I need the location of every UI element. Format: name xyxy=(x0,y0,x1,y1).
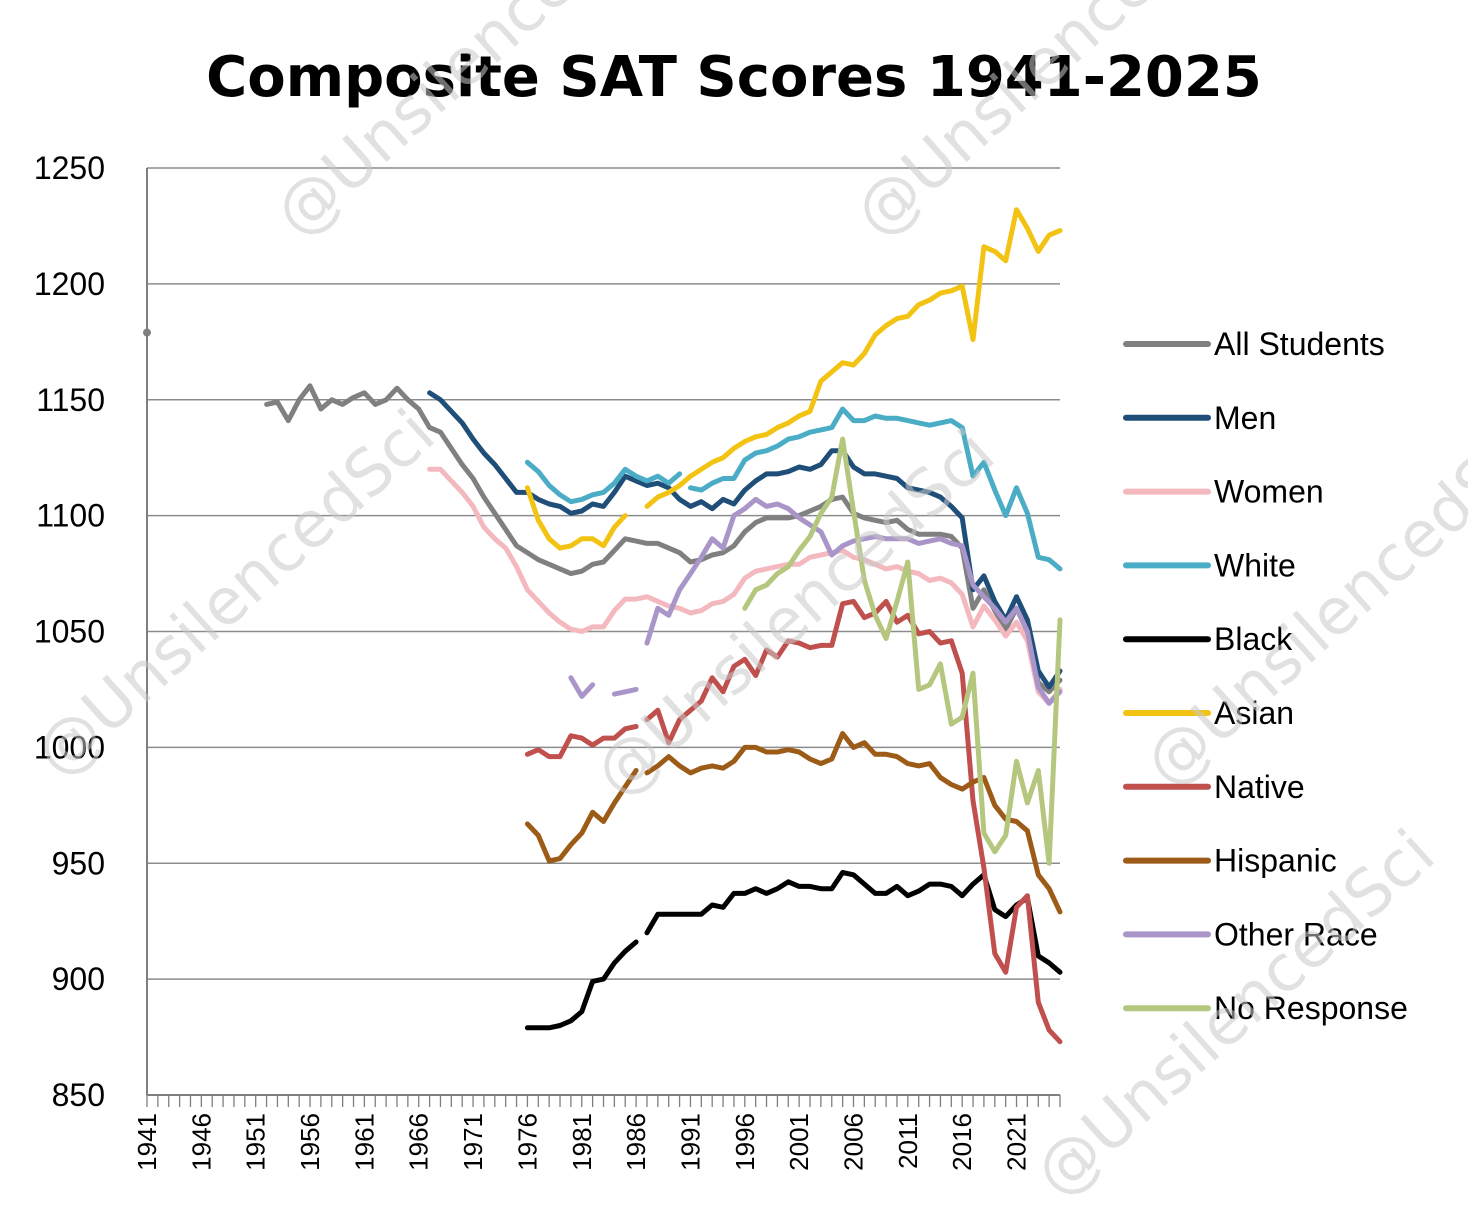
series-line xyxy=(644,207,1063,509)
series-white xyxy=(524,406,1063,572)
x-tick-label: 1966 xyxy=(404,1113,434,1171)
legend-item: Native xyxy=(1123,769,1305,805)
series-women xyxy=(427,466,1063,706)
chart-title: Composite SAT Scores 1941-2025 xyxy=(206,45,1262,110)
series-line xyxy=(644,496,1063,706)
series-no-response xyxy=(742,436,1063,866)
series-line xyxy=(524,768,639,864)
y-tick-label: 950 xyxy=(52,845,105,881)
y-tick-label: 1250 xyxy=(34,150,105,186)
x-tick-label: 2006 xyxy=(838,1113,868,1171)
series-line xyxy=(742,436,1063,866)
legend-item: No Response xyxy=(1123,990,1408,1026)
x-tick-label: 1996 xyxy=(730,1113,760,1171)
series-other-race xyxy=(568,496,1063,706)
y-tick-label: 1100 xyxy=(36,498,105,534)
legend-item: All Students xyxy=(1123,326,1385,362)
x-tick-label: 1956 xyxy=(295,1113,325,1171)
legend-item: Hispanic xyxy=(1123,843,1337,879)
series-native xyxy=(524,598,1063,1045)
legend-item: Asian xyxy=(1123,695,1294,731)
legend-item: Women xyxy=(1123,474,1324,510)
series-black xyxy=(524,870,1063,1031)
series-line xyxy=(524,724,639,760)
series-line xyxy=(611,686,639,697)
x-tick-label: 1986 xyxy=(621,1113,651,1171)
legend-label: White xyxy=(1214,547,1296,583)
x-tick-label: 1946 xyxy=(186,1113,216,1171)
series-men xyxy=(427,390,1063,690)
y-tick-label: 1050 xyxy=(34,614,105,650)
x-axis: 1941 1946 1951 1956 1961 1966 1971 1976 1981 1986… xyxy=(132,1094,1061,1171)
legend-item: Men xyxy=(1123,400,1276,436)
legend-label: Men xyxy=(1214,400,1276,436)
legend-label: All Students xyxy=(1214,326,1385,362)
series-line xyxy=(644,731,1063,915)
x-tick-label: 2021 xyxy=(1002,1113,1032,1171)
x-tick-label: 1971 xyxy=(458,1113,488,1171)
legend-label: Asian xyxy=(1214,695,1294,731)
series-line xyxy=(644,598,1063,1045)
legend-label: Women xyxy=(1214,474,1324,510)
legend-item: Black xyxy=(1123,621,1293,657)
legend-item: White xyxy=(1123,547,1296,583)
legend-label: Native xyxy=(1214,769,1305,805)
series-line xyxy=(524,459,683,505)
y-tick-label: 900 xyxy=(52,961,105,997)
x-tick-label: 1976 xyxy=(512,1113,542,1171)
legend-item: Other Race xyxy=(1123,916,1378,952)
series-line xyxy=(568,675,596,699)
plot-area xyxy=(143,207,1063,1045)
series-hispanic xyxy=(524,731,1063,915)
series-asian xyxy=(524,207,1063,551)
series-line xyxy=(427,466,1063,706)
series-all-students xyxy=(143,328,1063,695)
series-line xyxy=(264,383,1063,695)
series-point xyxy=(143,328,151,337)
series-line xyxy=(524,939,639,1031)
y-tick-label: 1000 xyxy=(34,729,105,765)
y-tick-label: 1200 xyxy=(34,266,105,302)
series-line xyxy=(427,390,1063,690)
legend-label: Hispanic xyxy=(1214,843,1337,879)
x-tick-label: 1991 xyxy=(675,1113,705,1171)
x-tick-label: 2011 xyxy=(893,1113,923,1169)
series-line xyxy=(524,485,628,551)
x-tick-label: 1941 xyxy=(132,1113,162,1171)
y-tick-label: 1150 xyxy=(36,382,105,418)
x-tick-label: 1961 xyxy=(349,1113,379,1171)
series-line xyxy=(688,406,1063,572)
x-tick-label: 1981 xyxy=(567,1113,597,1171)
x-tick-label: 2001 xyxy=(784,1113,814,1171)
legend-label: No Response xyxy=(1214,990,1408,1026)
y-axis: 1250 1200 1150 1100 1050 1000 950 900 850 xyxy=(34,150,148,1113)
x-tick-label: 1951 xyxy=(241,1113,271,1171)
x-tick-label: 2016 xyxy=(947,1113,977,1171)
series-line xyxy=(644,870,1063,975)
legend: All Students Men Women White Black Asian Nativ… xyxy=(1123,326,1408,1026)
legend-label: Other Race xyxy=(1214,916,1378,952)
y-tick-label: 850 xyxy=(52,1077,105,1113)
legend-label: Black xyxy=(1214,621,1293,657)
